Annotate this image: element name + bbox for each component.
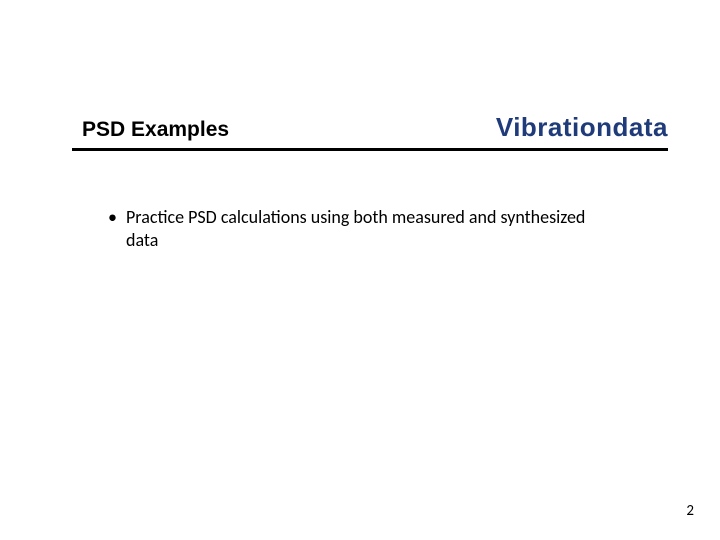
header-row: PSD Examples Vibrationdata	[82, 112, 668, 143]
slide-title: PSD Examples	[82, 118, 229, 142]
page-number: 2	[686, 502, 694, 520]
brand-label: Vibrationdata	[496, 112, 668, 143]
slide: PSD Examples Vibrationdata Practice PSD …	[0, 0, 720, 540]
header-rule	[72, 148, 668, 151]
bullet-list: Practice PSD calculations using both mea…	[108, 206, 600, 251]
list-item: Practice PSD calculations using both mea…	[108, 206, 600, 251]
